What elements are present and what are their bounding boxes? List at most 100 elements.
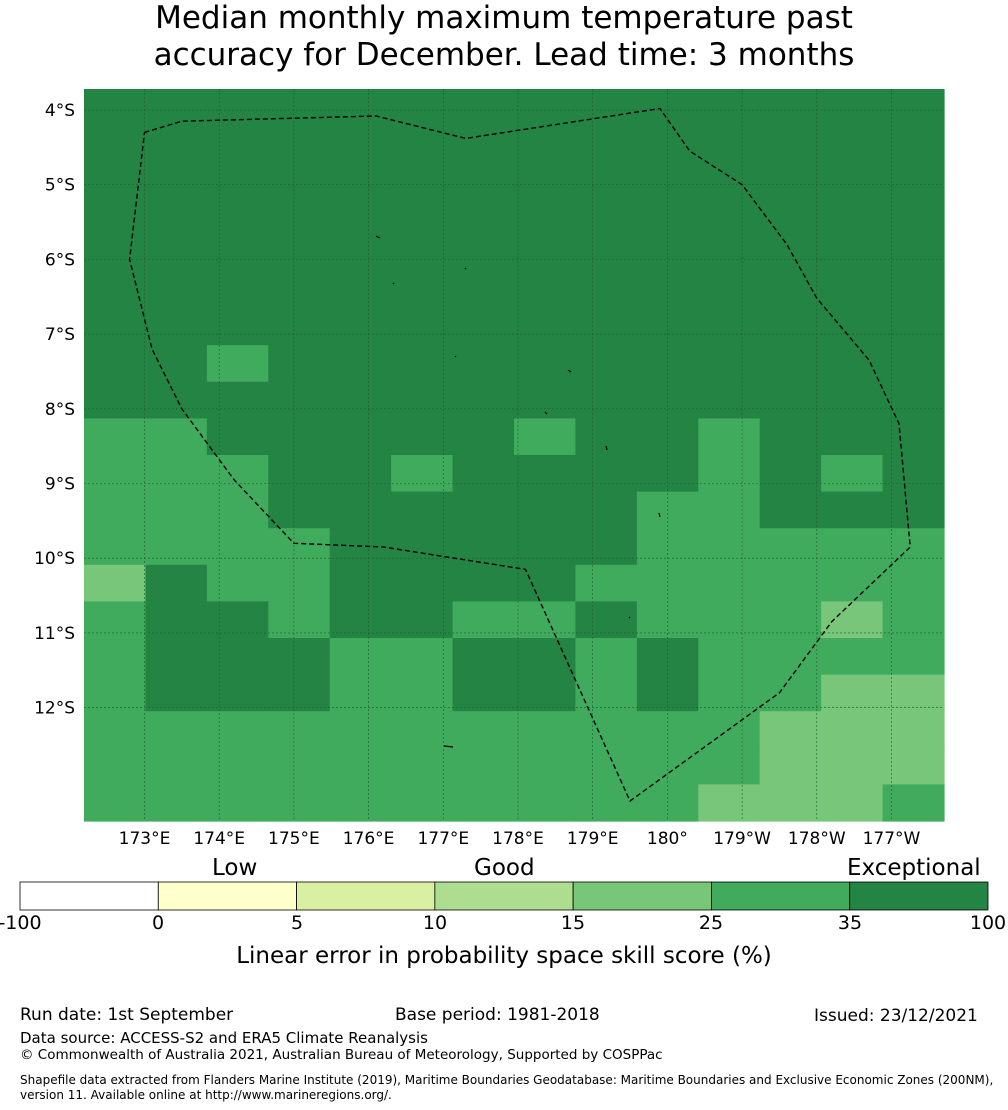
grid-cell	[636, 272, 699, 310]
longitude-label: 177°E	[417, 829, 469, 849]
grid-cell	[759, 418, 822, 456]
grid-cell	[329, 601, 392, 639]
shapefile-credit: Shapefile data extracted from Flanders M…	[20, 1073, 994, 1102]
colorbar-tick: 15	[560, 912, 586, 934]
latitude-label: 11°S	[34, 624, 75, 644]
grid-cell	[698, 784, 761, 822]
grid-cell	[391, 125, 454, 163]
grid-cell	[636, 198, 699, 236]
grid-cell	[636, 638, 699, 676]
grid-cell	[84, 345, 147, 383]
grid-cell	[514, 638, 577, 676]
grid-cell	[329, 345, 392, 383]
grid-cell	[636, 125, 699, 163]
colorbar-tick: -100	[0, 912, 42, 934]
grid-cell	[206, 528, 269, 566]
grid-cell	[882, 418, 945, 456]
grid-cell	[452, 711, 515, 749]
grid-cell	[514, 308, 577, 346]
grid-cell	[329, 308, 392, 346]
grid-cell	[206, 674, 269, 712]
grid-cell	[84, 455, 147, 493]
colorbar-tick: 10	[422, 912, 448, 934]
grid-cell	[514, 89, 577, 127]
grid-cell	[882, 308, 945, 346]
grid-cell	[882, 491, 945, 529]
grid-cell	[636, 601, 699, 639]
grid-cell	[391, 711, 454, 749]
grid-cell	[329, 455, 392, 493]
grid-cell	[268, 491, 331, 529]
grid-cell	[759, 198, 822, 236]
latitude-label: 10°S	[34, 549, 75, 569]
grid-cell	[391, 89, 454, 127]
grid-cell	[145, 89, 208, 127]
grid-cell	[268, 345, 331, 383]
grid-cell	[329, 418, 392, 456]
colorbar-segment	[572, 881, 712, 911]
longitude-label: 179°W	[713, 829, 771, 849]
grid-cell	[329, 198, 392, 236]
longitude-label: 180°	[647, 829, 688, 849]
grid-cell	[145, 198, 208, 236]
grid-cell	[329, 125, 392, 163]
grid-cell	[821, 272, 884, 310]
grid-cell	[206, 455, 269, 493]
grid-cell	[821, 674, 884, 712]
grid-cell	[514, 272, 577, 310]
grid-cell	[84, 272, 147, 310]
grid-cell	[514, 381, 577, 419]
grid-cell	[698, 235, 761, 273]
grid-cell	[575, 345, 638, 383]
grid-cell	[759, 674, 822, 712]
grid-cell	[759, 564, 822, 602]
grid-cell	[452, 564, 515, 602]
longitude-label: 173°E	[119, 829, 171, 849]
longitude-label: 179°E	[567, 829, 619, 849]
grid-cell	[698, 638, 761, 676]
grid-cell	[329, 711, 392, 749]
grid-cell	[759, 601, 822, 639]
grid-cell	[391, 308, 454, 346]
grid-cell	[268, 235, 331, 273]
longitude-label: 174°E	[193, 829, 245, 849]
grid-cell	[452, 747, 515, 785]
grid-cell	[882, 345, 945, 383]
grid-cell	[84, 747, 147, 785]
grid-cell	[145, 491, 208, 529]
grid-cell	[206, 491, 269, 529]
grid-cell	[206, 272, 269, 310]
grid-cell	[882, 674, 945, 712]
colorbar-label: Linear error in probability space skill …	[236, 943, 772, 969]
grid-cell	[636, 674, 699, 712]
grid-cell	[268, 162, 331, 200]
colorbar-tick: 5	[290, 912, 304, 934]
grid-cell	[514, 418, 577, 456]
grid-cell	[391, 418, 454, 456]
grid-cell	[452, 784, 515, 822]
island	[392, 282, 395, 285]
grid-cell	[698, 601, 761, 639]
grid-cell	[514, 345, 577, 383]
grid-cell	[145, 601, 208, 639]
grid-cell	[391, 381, 454, 419]
grid-cell	[452, 491, 515, 529]
islands	[375, 235, 661, 748]
latitude-label: 6°S	[45, 250, 75, 270]
grid-cell	[452, 125, 515, 163]
grid-cell	[514, 601, 577, 639]
skill-grid	[84, 89, 945, 822]
latitude-label: 7°S	[45, 325, 75, 345]
category-good: Good	[474, 855, 535, 881]
grid-cell	[575, 528, 638, 566]
grid-cell	[268, 89, 331, 127]
grid-cell	[329, 638, 392, 676]
grid-cell	[759, 528, 822, 566]
grid-cell	[821, 198, 884, 236]
grid-cell	[514, 784, 577, 822]
longitude-label: 177°W	[863, 829, 921, 849]
grid-cell	[636, 345, 699, 383]
grid-cell	[514, 491, 577, 529]
grid-cell	[268, 308, 331, 346]
grid-cell	[698, 674, 761, 712]
